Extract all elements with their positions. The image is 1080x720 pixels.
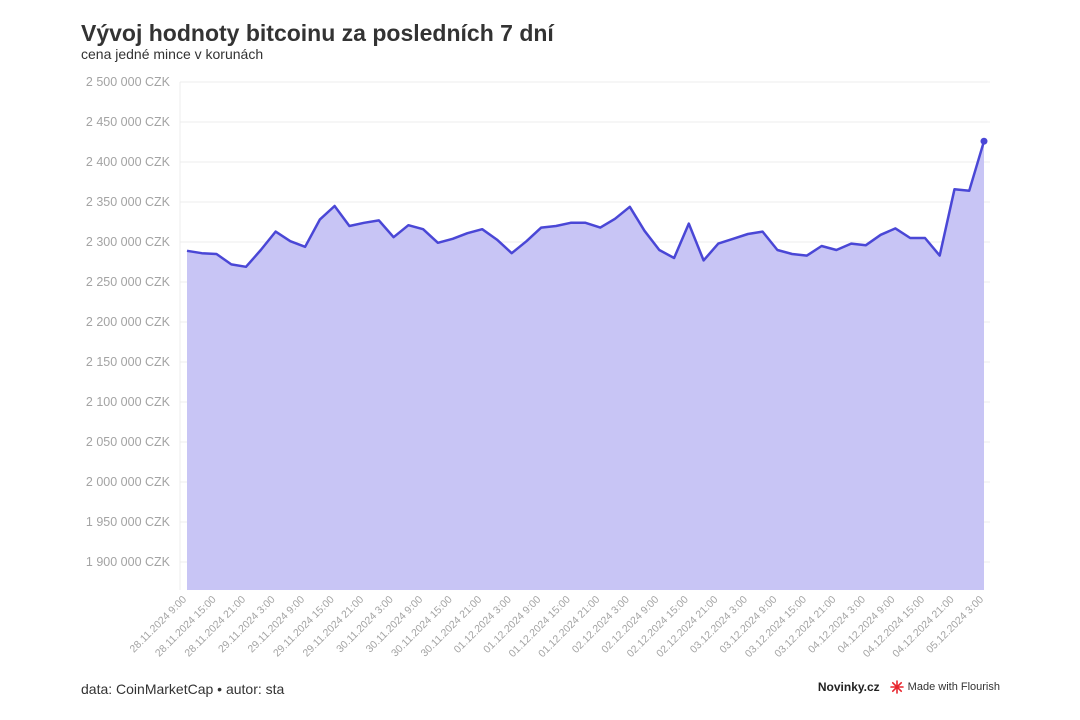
y-tick-label: 2 400 000 CZK [86, 155, 171, 169]
flourish-credit[interactable]: Made with Flourish [889, 680, 1000, 694]
flourish-logo-ray [895, 681, 902, 688]
chart-subtitle: cena jedné mince v korunách [81, 46, 264, 62]
flourish-logo-icon [889, 680, 904, 694]
y-tick-label: 1 900 000 CZK [86, 555, 171, 569]
y-tick-label: 1 950 000 CZK [86, 515, 171, 529]
last-price-point[interactable] [980, 137, 988, 145]
y-tick-label: 2 300 000 CZK [86, 235, 171, 249]
publisher-logo[interactable]: Novinky.cz [817, 680, 880, 694]
y-tick-label: 2 350 000 CZK [86, 195, 171, 209]
y-tick-label: 2 150 000 CZK [86, 355, 171, 369]
footer-branding: Novinky.cz Made with Flourish [818, 680, 1000, 694]
y-tick-label: 2 450 000 CZK [86, 115, 171, 129]
price-area [187, 141, 984, 590]
y-tick-label: 2 100 000 CZK [86, 395, 171, 409]
chart-title: Vývoj hodnoty bitcoinu za posledních 7 d… [81, 20, 554, 46]
y-tick-label: 2 200 000 CZK [86, 315, 171, 329]
y-tick-label: 2 250 000 CZK [86, 275, 171, 289]
source-credit: data: CoinMarketCap • autor: sta [81, 681, 285, 697]
flourish-label: Made with Flourish [907, 681, 1000, 693]
y-tick-label: 2 050 000 CZK [86, 435, 171, 449]
price-line [186, 140, 986, 269]
y-tick-label: 2 500 000 CZK [86, 75, 171, 89]
y-axis-ticks: 1 900 000 CZK 1 950 000 CZK 2 000 000 CZK 2… [86, 75, 171, 569]
y-tick-label: 2 000 000 CZK [86, 475, 171, 489]
